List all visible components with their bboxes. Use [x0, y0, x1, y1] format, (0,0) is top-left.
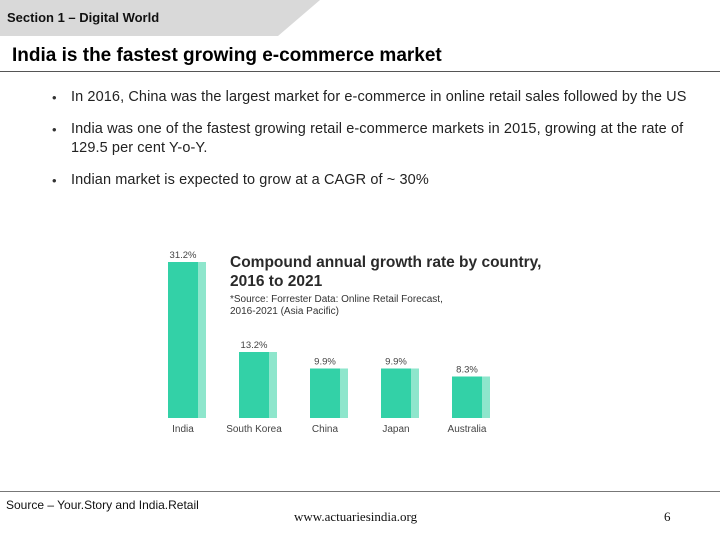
footer-divider — [0, 491, 720, 492]
title-divider — [0, 71, 720, 72]
section-tab: Section 1 – Digital World — [0, 0, 320, 36]
page-number: 6 — [664, 509, 671, 524]
growth-rate-bar-chart: 31.2% India 13.2% South Korea 9.9% China 9.9% J… — [168, 250, 490, 435]
bar-highlight — [269, 352, 277, 418]
value-label: 8.3% — [456, 365, 478, 376]
bullet-item: In 2016, China was the largest market fo… — [48, 88, 703, 107]
slide-title: India is the fastest growing e-commerce … — [12, 45, 442, 66]
chart-source-note: *Source: Forrester Data: Online Retail F… — [230, 294, 443, 317]
bullet-item: India was one of the fastest growing ret… — [48, 120, 703, 158]
section-label: Section 1 – Digital World — [7, 10, 160, 25]
bar-highlight — [411, 368, 419, 418]
category-label: Australia — [448, 424, 487, 435]
bar-highlight — [198, 262, 206, 418]
value-label: 13.2% — [241, 340, 268, 351]
value-label: 31.2% — [170, 250, 197, 261]
section-tab-shape — [0, 0, 320, 36]
footer-source: Source – Your.Story and India.Retail — [6, 498, 199, 512]
footer-website[interactable]: www.actuariesindia.org — [294, 509, 418, 524]
bar-highlight — [340, 368, 348, 418]
category-label: India — [172, 424, 194, 435]
chart-title: Compound annual growth rate by country, … — [230, 254, 542, 290]
bar-highlight — [482, 376, 490, 418]
category-label: South Korea — [226, 424, 282, 435]
value-label: 9.9% — [314, 357, 336, 368]
category-label: Japan — [382, 424, 409, 435]
bullet-list: In 2016, China was the largest market fo… — [48, 88, 703, 203]
bullet-item: Indian market is expected to grow at a C… — [48, 171, 703, 190]
value-label: 9.9% — [385, 357, 407, 368]
category-label: China — [312, 424, 339, 435]
